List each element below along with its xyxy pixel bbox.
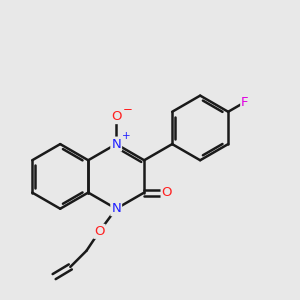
Text: N: N (111, 138, 121, 151)
Text: −: − (123, 103, 133, 116)
Text: O: O (162, 186, 172, 199)
Text: N: N (111, 202, 121, 215)
Text: +: + (122, 131, 131, 141)
Text: O: O (94, 225, 105, 238)
Text: O: O (111, 110, 122, 123)
Text: F: F (241, 96, 249, 109)
